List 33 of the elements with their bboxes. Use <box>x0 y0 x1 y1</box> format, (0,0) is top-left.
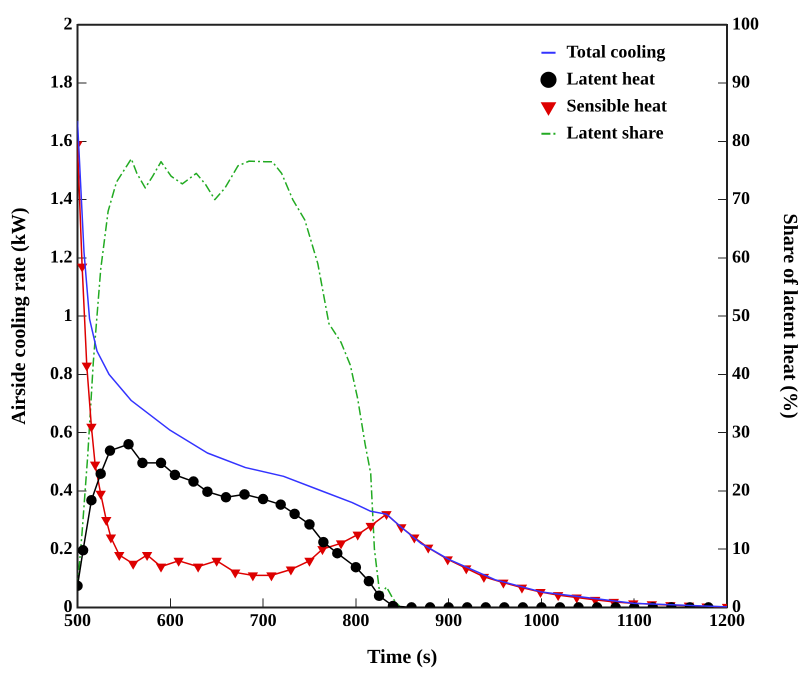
y2-tick-label: 40 <box>732 363 750 384</box>
y2-tick-label: 50 <box>732 304 750 325</box>
x-tick-label: 600 <box>156 610 184 630</box>
x-tick-label: 1000 <box>523 610 560 630</box>
y2-tick-label: 90 <box>732 72 750 92</box>
y-tick-label: 1 <box>64 304 72 325</box>
y-tick-label: 1.4 <box>50 188 72 208</box>
legend-label: Total cooling <box>566 41 666 62</box>
y-tick-label: 1.6 <box>50 130 72 150</box>
y2-tick-label: 60 <box>732 246 750 266</box>
y2-tick-label: 80 <box>732 130 750 150</box>
y-tick-label: 0.4 <box>50 480 72 500</box>
y-tick-label: 1.2 <box>50 246 72 266</box>
y-tick-label: 2 <box>64 13 72 34</box>
x-tick-label: 700 <box>250 610 277 630</box>
y2-tick-label: 10 <box>732 538 750 558</box>
y-tick-label: 0.6 <box>50 421 72 442</box>
y2-tick-label: 20 <box>732 480 750 500</box>
y2-tick-label: 70 <box>732 188 750 208</box>
y2-tick-label: 30 <box>732 421 750 442</box>
y2-tick-label: 100 <box>732 13 759 34</box>
legend-label: Sensible heat <box>566 95 668 116</box>
legend-label: Latent share <box>566 122 664 142</box>
x-tick-label: 1100 <box>616 610 652 630</box>
y-axis-title: Airside cooling rate (kW) <box>8 208 30 425</box>
x-tick-label: 900 <box>435 610 462 630</box>
x-axis-title: Time (s) <box>367 646 438 668</box>
y-tick-label: 0.2 <box>50 538 72 558</box>
y-tick-label: 1.8 <box>50 72 72 92</box>
y2-axis-title: Share of latent heat (%) <box>778 214 801 419</box>
legend-label: Latent heat <box>566 68 655 88</box>
x-tick-label: 800 <box>342 610 370 630</box>
y-tick-label: 0.8 <box>50 363 72 384</box>
